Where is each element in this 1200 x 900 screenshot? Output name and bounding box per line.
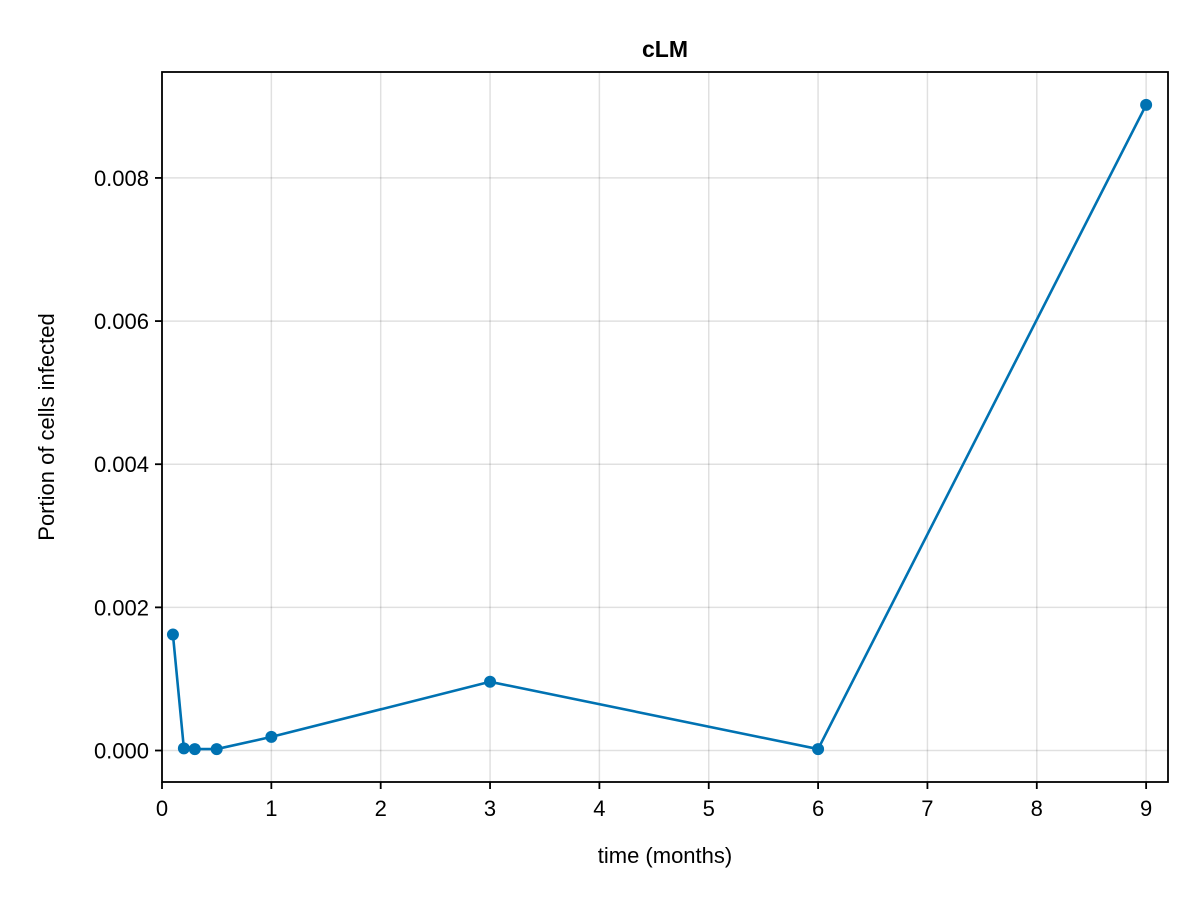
x-tick-label: 3 — [484, 796, 496, 821]
x-tick-label: 0 — [156, 796, 168, 821]
y-tick-label: 0.002 — [94, 595, 149, 620]
y-tick-label: 0.004 — [94, 452, 149, 477]
plot-frame — [161, 71, 1169, 783]
data-point — [166, 628, 179, 641]
series-layer — [166, 98, 1153, 756]
data-point — [177, 742, 190, 755]
data-point — [1140, 98, 1153, 111]
x-tick-label: 1 — [265, 796, 277, 821]
data-point — [484, 675, 497, 688]
grid — [161, 72, 1168, 782]
y-tick-label: 0.008 — [94, 166, 149, 191]
x-tick-label: 6 — [812, 796, 824, 821]
data-point — [188, 743, 201, 756]
chart-title: cLM — [642, 36, 688, 62]
axis-ticks: 0 1 2 3 4 5 6 7 8 9 0.000 0.002 0.004 0.006 0.008 — [94, 166, 1152, 821]
data-point — [812, 743, 825, 756]
y-axis-label: Portion of cells infected — [34, 313, 59, 540]
x-tick-label: 4 — [593, 796, 605, 821]
x-tick-label: 9 — [1140, 796, 1152, 821]
x-tick-label: 5 — [703, 796, 715, 821]
data-point — [210, 743, 223, 756]
x-tick-label: 2 — [375, 796, 387, 821]
data-point — [265, 730, 278, 743]
x-tick-label: 8 — [1031, 796, 1043, 821]
x-axis-label: time (months) — [598, 843, 732, 868]
x-tick-label: 7 — [921, 796, 933, 821]
y-tick-label: 0.006 — [94, 309, 149, 334]
y-tick-label: 0.000 — [94, 739, 149, 764]
series-line — [171, 104, 1148, 751]
